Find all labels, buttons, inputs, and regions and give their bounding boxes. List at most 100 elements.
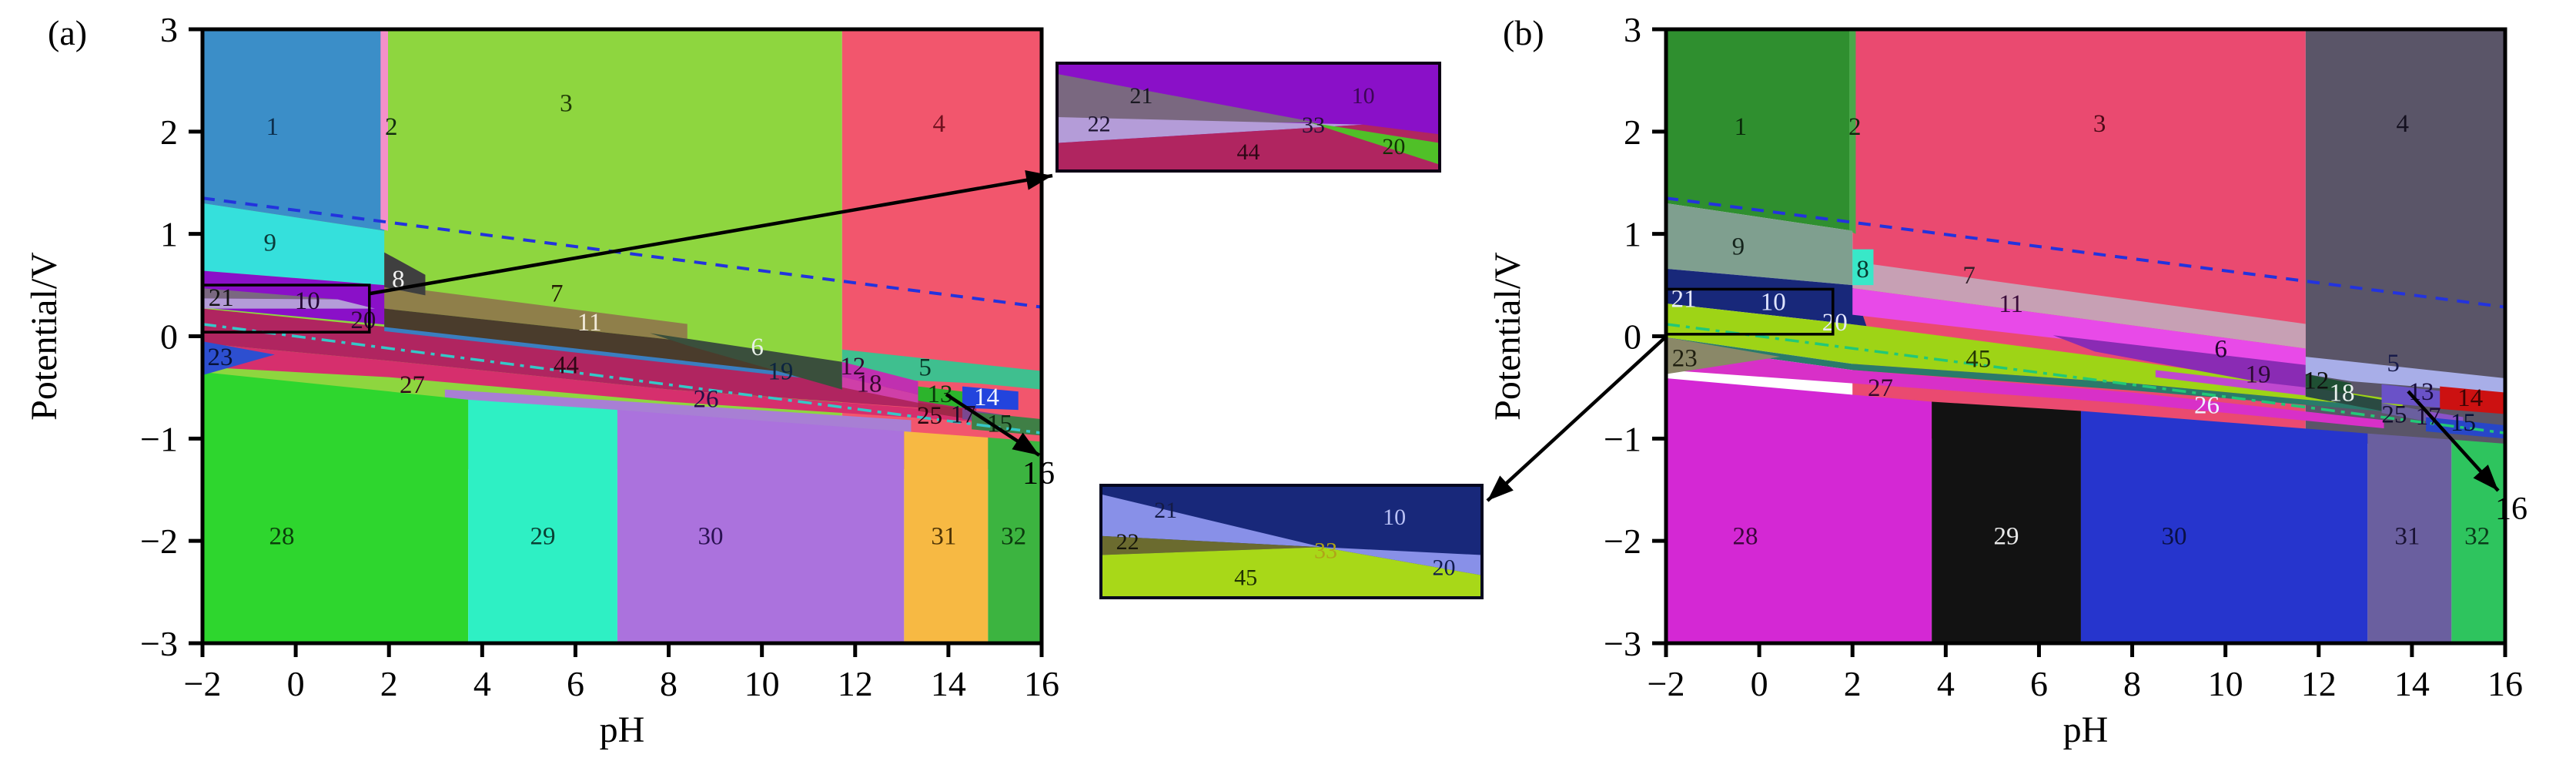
y-tick-label: 2: [160, 112, 178, 152]
region-a-44: [202, 308, 977, 412]
region-label-b-19: 19: [2246, 361, 2271, 389]
region-a-12: [841, 361, 918, 395]
region-label-b-3: 3: [2093, 110, 2106, 138]
region-a-28: [202, 371, 469, 643]
region-a-29: [468, 399, 617, 643]
top-inset-region-22: [1057, 117, 1363, 143]
x-tick-label: 0: [287, 664, 305, 703]
hydrogen-line-a: [202, 323, 1042, 434]
x-tick-label: 14: [931, 664, 966, 703]
region-label-a-44: 44: [554, 352, 579, 380]
y-tick-label: −2: [1604, 522, 1641, 561]
region-a-23: [202, 341, 275, 375]
region-label-a-6: 6: [751, 334, 764, 361]
bottom-inset-label-10: 10: [1383, 505, 1406, 530]
bottom-inset-label-21: 21: [1154, 498, 1177, 523]
inset-leader-a-head: [1025, 169, 1052, 190]
x-tick-label: 2: [380, 664, 398, 703]
region-a-27: [202, 343, 986, 423]
top-inset-label-21: 21: [1129, 83, 1153, 109]
region-label-a-4: 4: [933, 110, 946, 138]
region-a-2: [380, 29, 389, 231]
region-label-b-15: 15: [2451, 409, 2476, 437]
region-label-b-12: 12: [2303, 367, 2329, 395]
region-label-b-6: 6: [2214, 335, 2227, 363]
bottom-inset-label-22: 22: [1116, 529, 1139, 555]
region-b-30: [2080, 411, 2368, 643]
x-axis-title: pH: [2063, 709, 2109, 750]
inset-leader-a: [370, 173, 1053, 296]
bottom-inset-region-45: [1101, 547, 1482, 598]
top-inset-region-21: [1057, 74, 1317, 122]
y-tick-label: 3: [160, 10, 178, 49]
region-label-a-20: 20: [350, 307, 376, 334]
region-a-32: [988, 438, 1042, 643]
y-tick-label: 0: [1624, 317, 1641, 357]
region-label-b-7: 7: [1962, 262, 1975, 290]
x-tick-label: 8: [660, 664, 677, 703]
region-label-a-14: 14: [974, 384, 999, 411]
x-tick-label: 2: [1844, 664, 1862, 703]
top-inset-label-22: 22: [1088, 111, 1111, 136]
region-label-a-29: 29: [530, 523, 556, 551]
region-a-11: [384, 308, 776, 371]
region-a-22: [202, 298, 376, 309]
outside-region-label-16: 16: [2495, 491, 2527, 527]
region-label-b-23: 23: [1672, 344, 1698, 372]
region-label-b-13: 13: [2409, 378, 2434, 406]
region-a-9: [202, 203, 385, 286]
region-label-a-1: 1: [266, 113, 279, 141]
bottom-inset: 21 22 10 33 45 20: [1099, 484, 1484, 599]
x-tick-label: 12: [838, 664, 873, 703]
region-label-b-32: 32: [2464, 523, 2490, 551]
region-b-4: [2305, 29, 2505, 444]
x-tick-label: 6: [2030, 664, 2048, 703]
top-inset-region-44: [1057, 124, 1440, 171]
region-label-a-25: 25: [917, 402, 942, 430]
bottom-inset-label-45: 45: [1234, 565, 1257, 591]
top-inset-region-20: [1310, 122, 1440, 165]
region-label-a-31: 31: [931, 523, 956, 551]
y-tick-label: −1: [1604, 419, 1641, 458]
region-a-31: [904, 431, 989, 643]
top-inset-label-44: 44: [1237, 139, 1260, 165]
region-a-18: [841, 377, 918, 403]
x-axis-title: pH: [600, 709, 645, 750]
outside-region-label-16: 16: [1022, 456, 1055, 491]
region-b-14: [2440, 386, 2505, 414]
top-inset-label-20: 20: [1382, 134, 1405, 159]
region-label-a-2: 2: [385, 113, 398, 141]
region-b-25: [2381, 402, 2427, 421]
region-b-29: [1932, 401, 2081, 643]
region-b-27: [1666, 344, 2384, 429]
y-tick-label: −3: [140, 624, 178, 663]
x-tick-label: 4: [473, 664, 491, 703]
region-label-b-5: 5: [2387, 350, 2400, 377]
region-label-b-10: 10: [1761, 288, 1786, 316]
region-b-23: [1666, 337, 1781, 374]
bottom-inset-region-20: [1322, 547, 1482, 575]
bottom-inset-label-33: 33: [1314, 538, 1337, 564]
region-a-25: [918, 402, 963, 418]
x-tick-label: 4: [1937, 664, 1955, 703]
y-axis-title: Potential/V: [24, 252, 65, 421]
inset-leader-b: [1486, 335, 1668, 502]
x-tick-label: −2: [184, 664, 222, 703]
region-label-b-28: 28: [1732, 523, 1758, 551]
region-label-a-12: 12: [840, 353, 865, 381]
region-b-32: [2451, 439, 2505, 643]
x-tick-label: 10: [2208, 664, 2243, 703]
region-b-7: [1852, 261, 2306, 349]
region-label-a-11: 11: [577, 309, 602, 337]
region-label-a-3: 3: [560, 90, 573, 118]
hydrogen-line-b: [1666, 323, 2505, 434]
x-tick-label: 14: [2394, 664, 2430, 703]
region-b-18: [2305, 386, 2382, 411]
region-b-1: [1666, 29, 1853, 231]
region-label-a-23: 23: [208, 344, 233, 371]
region-b-6: [2052, 335, 2306, 391]
region-a-26: [444, 389, 912, 433]
